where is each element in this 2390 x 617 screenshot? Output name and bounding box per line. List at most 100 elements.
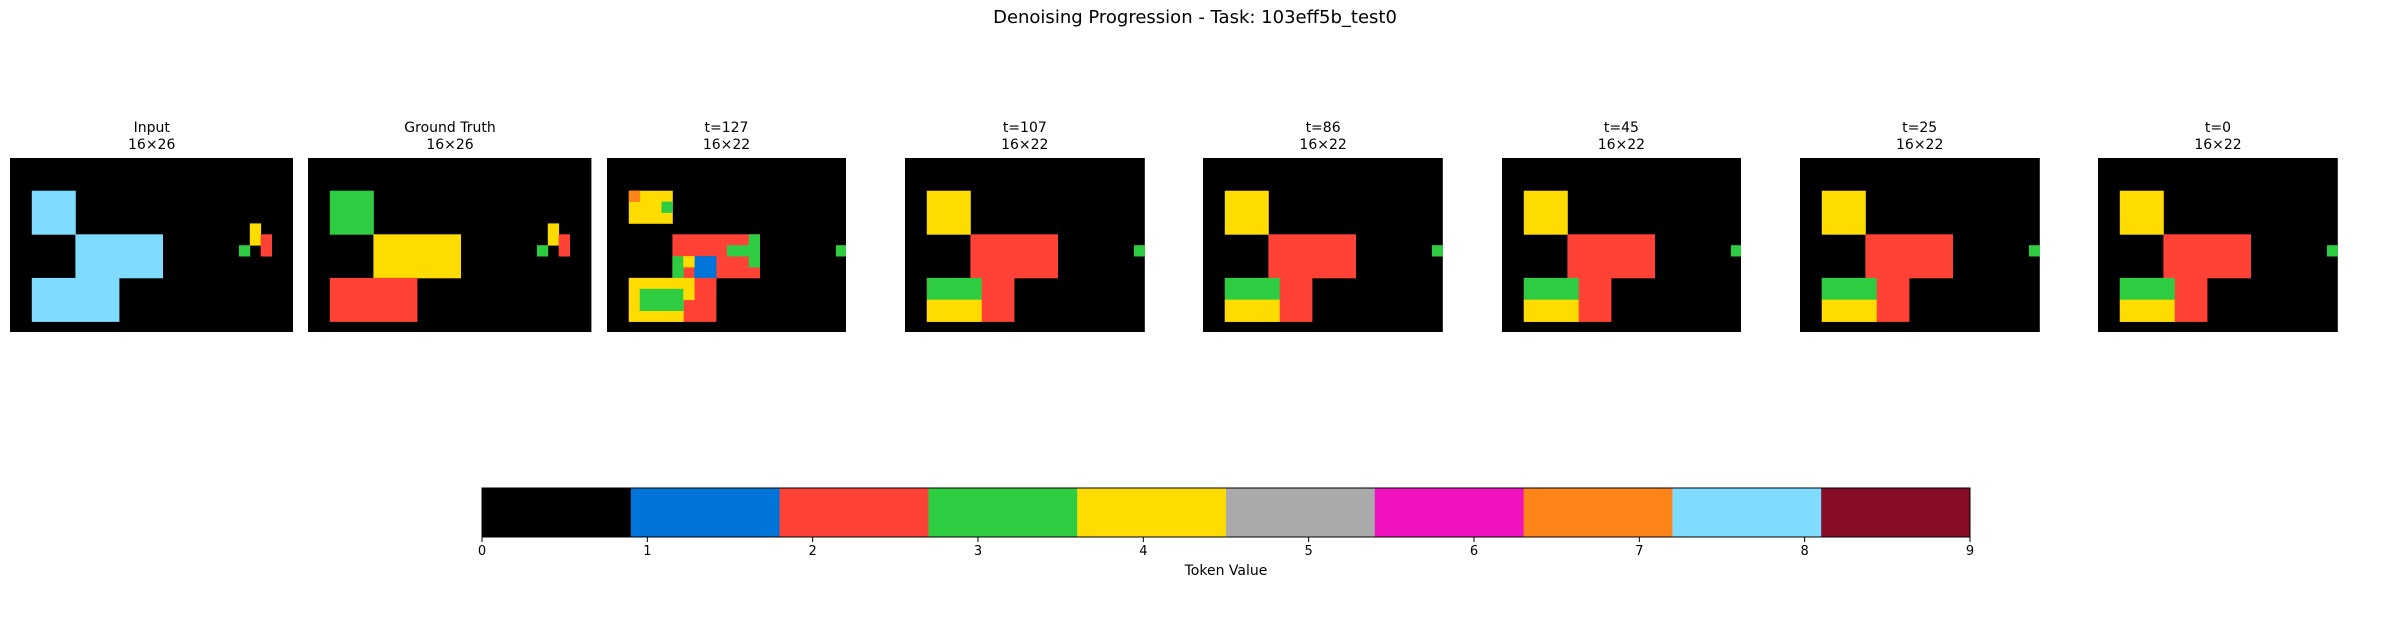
grid-cell-block bbox=[926, 190, 971, 235]
panel-title-name: t=0 bbox=[2204, 119, 2232, 136]
grid-cell-block bbox=[1432, 244, 1443, 257]
panel-title-size: 16×22 bbox=[1001, 136, 1049, 153]
panel-title-name: Ground Truth bbox=[404, 119, 496, 136]
grid-cell-block bbox=[2163, 233, 2252, 278]
grid-image bbox=[1799, 157, 2040, 332]
colorbar-segment bbox=[928, 488, 1078, 537]
grid-cell-block bbox=[31, 190, 76, 235]
grid-cell-block bbox=[671, 255, 684, 278]
grid-cell-block bbox=[75, 233, 163, 278]
panel-title-size: 16×22 bbox=[1896, 136, 1944, 153]
panel-title-name: Input bbox=[133, 119, 170, 136]
colorbar-tick-label: 8 bbox=[1800, 544, 1809, 559]
grid-cell-block bbox=[548, 222, 560, 235]
colorbar-tick-label: 2 bbox=[808, 544, 817, 559]
panel-title-size: 16×22 bbox=[702, 136, 751, 153]
grid-cell-block bbox=[31, 277, 120, 322]
grid-cell-block bbox=[1821, 299, 1877, 322]
grid-cell-block bbox=[2119, 277, 2175, 300]
grid-cell-block bbox=[1865, 233, 1953, 278]
grid-cell-block bbox=[1268, 233, 1357, 278]
colorbar-segment bbox=[1077, 488, 1227, 537]
colorbar-tick-label: 5 bbox=[1304, 544, 1313, 559]
grid-cell-block bbox=[1821, 277, 1877, 300]
grid-cell-block bbox=[628, 190, 640, 202]
colorbar-tick-label: 6 bbox=[1469, 544, 1479, 559]
grid-cell-block bbox=[1821, 190, 1866, 235]
panel-title-name: t=86 bbox=[1305, 119, 1341, 136]
panel-title: t=0 16×22 bbox=[2018, 120, 2390, 154]
colorbar-tick-label: 4 bbox=[1139, 544, 1148, 559]
grid-image bbox=[308, 157, 592, 332]
panel-7: t=0 16×22 bbox=[2098, 120, 2338, 332]
grid-image bbox=[904, 157, 1145, 332]
grid-cell-block bbox=[1523, 299, 1579, 322]
grid-cell-block bbox=[835, 244, 847, 257]
grid-cell-block bbox=[661, 201, 673, 213]
grid-image bbox=[2098, 157, 2338, 332]
grid-cell-block bbox=[2326, 244, 2338, 257]
grid-cell-block bbox=[926, 299, 982, 322]
grid-image bbox=[10, 157, 294, 332]
panel-title: t=25 16×22 bbox=[1720, 120, 2120, 154]
panel-title: t=127 16×22 bbox=[527, 120, 927, 154]
panel-title: Input 16×26 bbox=[0, 120, 352, 154]
figure-title: Denoising Progression - Task: 103eff5b_t… bbox=[993, 7, 1397, 28]
panel-2: t=127 16×22 bbox=[606, 120, 847, 332]
panel-title-size: 16×22 bbox=[2194, 136, 2242, 153]
panel-title-size: 16×26 bbox=[426, 136, 474, 153]
grid-image bbox=[606, 157, 847, 332]
grid-cell-block bbox=[558, 233, 571, 257]
grid-cell-block bbox=[2119, 190, 2164, 235]
grid-cell-block bbox=[1523, 277, 1579, 300]
panel-title-size: 16×26 bbox=[128, 136, 176, 153]
grid-cell-block bbox=[726, 244, 749, 257]
colorbar-segment bbox=[482, 488, 632, 537]
panel-title-size: 16×22 bbox=[1597, 136, 1646, 153]
colorbar-tick-label: 7 bbox=[1635, 544, 1644, 559]
colorbar-tick-label: 9 bbox=[1965, 544, 1975, 559]
colorbar-segment bbox=[1523, 488, 1673, 537]
colorbar-segment bbox=[1821, 488, 1971, 537]
grid-cell-block bbox=[373, 233, 462, 278]
panel-title-name: t=25 bbox=[1902, 119, 1938, 136]
grid-cell-block bbox=[249, 222, 262, 235]
grid-cell-block bbox=[238, 244, 251, 257]
grid-cell-block bbox=[970, 233, 1058, 278]
panel-title: t=86 16×22 bbox=[1123, 120, 1523, 154]
panel-5: t=45 16×22 bbox=[1501, 120, 1742, 332]
grid-cell-block bbox=[2028, 244, 2040, 257]
colorbar-tick-label: 1 bbox=[643, 544, 652, 559]
panel-title: t=107 16×22 bbox=[825, 120, 1225, 154]
panel-title-name: t=127 bbox=[704, 119, 749, 136]
grid-cell-block bbox=[1730, 244, 1742, 257]
colorbar-segment bbox=[1672, 488, 1822, 537]
grid-cell-block bbox=[330, 277, 418, 322]
grid-cell-block bbox=[537, 244, 549, 257]
panel-title: t=45 16×22 bbox=[1421, 120, 1821, 154]
grid-image bbox=[1501, 157, 1742, 332]
colorbar-tick-label: 0 bbox=[477, 544, 487, 559]
panel-0: Input 16×26 bbox=[10, 120, 294, 332]
panel-title-size: 16×22 bbox=[1299, 136, 1347, 153]
grid-cell-block bbox=[2119, 299, 2175, 322]
grid-cell-block bbox=[249, 233, 262, 246]
grid-cell-block bbox=[682, 255, 695, 267]
panel-title-name: t=45 bbox=[1603, 119, 1639, 136]
grid-cell-block bbox=[1566, 233, 1655, 278]
panel-title: Ground Truth 16×26 bbox=[250, 120, 650, 154]
grid-cell-block bbox=[1224, 277, 1280, 300]
grid-cell-block bbox=[682, 277, 695, 300]
grid-cell-block bbox=[748, 233, 760, 267]
colorbar-segment bbox=[1226, 488, 1376, 537]
colorbar-segment bbox=[1374, 488, 1525, 537]
grid-image bbox=[1203, 157, 1443, 332]
panel-6: t=25 16×22 bbox=[1799, 120, 2040, 332]
colorbar-segment bbox=[779, 488, 929, 537]
panel-3: t=107 16×22 bbox=[904, 120, 1145, 332]
colorbar-segment bbox=[630, 488, 781, 537]
grid-cell-block bbox=[1523, 190, 1568, 235]
grid-cell-block bbox=[639, 288, 684, 311]
grid-cell-block bbox=[1224, 190, 1269, 235]
